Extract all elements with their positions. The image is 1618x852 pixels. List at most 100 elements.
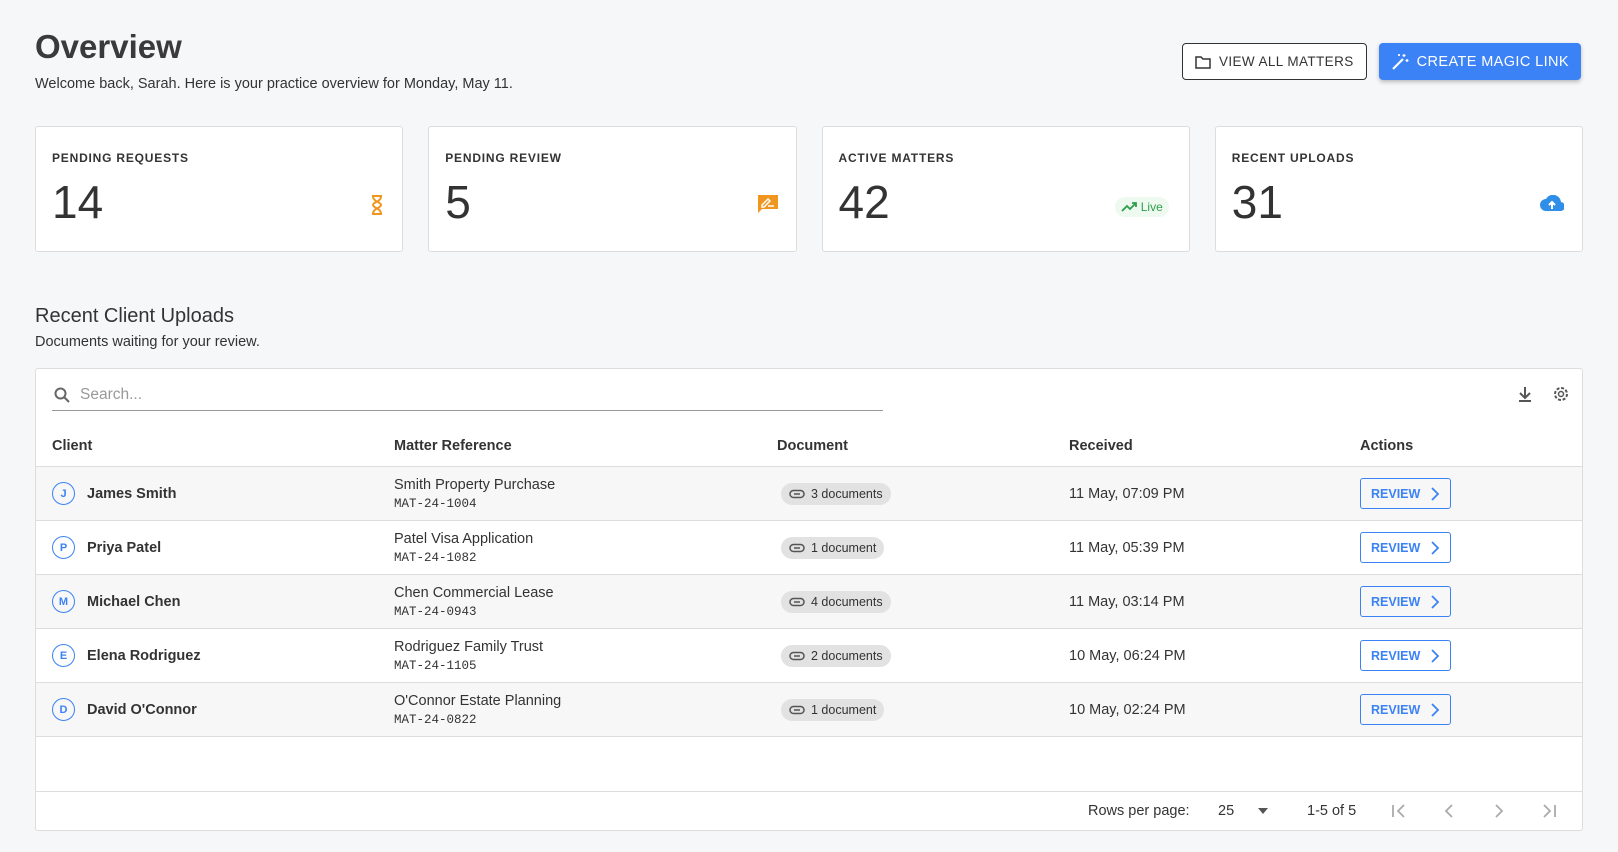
next-page[interactable]	[1491, 804, 1507, 818]
search-icon	[54, 387, 70, 403]
review-button[interactable]: REVIEW	[1360, 640, 1452, 671]
folder-icon	[1195, 55, 1211, 69]
matter-ref: MAT-24-1105	[394, 658, 477, 673]
stat-value: 31	[1231, 176, 1283, 228]
attach-icon	[789, 597, 805, 606]
last-page[interactable]	[1541, 804, 1557, 818]
document-chip: 2 documents	[781, 644, 891, 667]
column-header: Document	[777, 437, 848, 454]
client-cell: P Priya Patel	[52, 521, 161, 574]
matter-cell: O'Connor Estate Planning MAT-24-0822	[394, 683, 561, 736]
stat-card: PENDING REVIEW 5	[428, 126, 797, 252]
prev-page[interactable]	[1441, 804, 1457, 818]
client-name: Priya Patel	[87, 539, 162, 556]
table-row: P Priya Patel Patel Visa Application MAT-24…	[36, 521, 1582, 575]
stat-label: PENDING REQUESTS	[52, 151, 189, 165]
document-cell: 3 documents	[781, 467, 891, 520]
matter-name: Rodriguez Family Trust	[394, 638, 544, 655]
client-name: James Smith	[87, 485, 177, 502]
matter-cell: Smith Property Purchase MAT-24-1004	[394, 467, 555, 520]
stat-icon	[757, 195, 778, 218]
actions-cell: REVIEW	[1360, 629, 1452, 682]
client-avatar: J	[52, 482, 75, 505]
stat-card: RECENT UPLOADS 31	[1214, 126, 1583, 252]
stat-label: PENDING REVIEW	[445, 151, 562, 165]
attach-icon	[789, 489, 805, 498]
settings-icon[interactable]	[1552, 385, 1570, 403]
button-label: VIEW ALL MATTERS	[1218, 54, 1354, 69]
received-cell: 11 May, 07:09 PM	[1069, 485, 1185, 502]
matter-cell: Rodriguez Family Trust MAT-24-1105	[394, 629, 543, 682]
review-label: REVIEW	[1371, 702, 1421, 717]
page-subtitle: Welcome back, Sarah. Here is your practi…	[35, 76, 513, 92]
matter-name: O'Connor Estate Planning	[394, 692, 562, 709]
review-label: REVIEW	[1371, 486, 1421, 501]
column-header: Matter Reference	[394, 437, 512, 454]
column-header: Client	[52, 437, 93, 454]
document-cell: 4 documents	[781, 575, 891, 628]
trend-icon	[1121, 202, 1137, 212]
table-row: M Michael Chen Chen Commercial Lease MAT-24…	[36, 575, 1582, 629]
table-row: E Elena Rodriguez Rodriguez Family Trust MA…	[36, 629, 1582, 683]
search-field[interactable]: Search...	[52, 379, 883, 411]
document-cell: 1 document	[781, 683, 885, 736]
page-title: Overview	[35, 28, 182, 65]
client-name: David O'Connor	[87, 701, 197, 718]
rows-per-page-select[interactable]: 25	[1218, 792, 1269, 830]
document-count: 2 documents	[811, 648, 883, 663]
client-avatar: M	[52, 590, 75, 613]
attach-icon	[789, 651, 805, 660]
magic-link-button[interactable]: CREATE MAGIC LINK	[1378, 43, 1581, 80]
matter-name: Smith Property Purchase	[394, 476, 556, 493]
client-avatar: P	[52, 536, 75, 559]
dropdown-icon	[1258, 808, 1269, 814]
column-header: Actions	[1360, 437, 1414, 454]
rows-per-page-label: Rows per page:	[1088, 803, 1190, 819]
stat-label: RECENT UPLOADS	[1231, 151, 1355, 165]
review-button[interactable]: REVIEW	[1360, 532, 1452, 563]
document-chip: 3 documents	[781, 482, 891, 505]
review-label: REVIEW	[1371, 594, 1421, 609]
review-label: REVIEW	[1371, 540, 1421, 555]
search-placeholder: Search...	[80, 385, 143, 403]
review-button[interactable]: REVIEW	[1360, 478, 1452, 509]
chevron-icon	[1431, 486, 1440, 501]
client-cell: D David O'Connor	[52, 683, 197, 736]
table-header: Client Matter Reference Document Received Ac…	[36, 425, 1582, 467]
matter-cell: Chen Commercial Lease MAT-24-0943	[394, 575, 554, 628]
client-cell: E Elena Rodriguez	[52, 629, 201, 682]
stat-card: ACTIVE MATTERS 42 Live	[821, 126, 1190, 252]
review-button[interactable]: REVIEW	[1360, 694, 1452, 725]
document-chip: 1 document	[781, 698, 885, 721]
pagination-buttons	[1391, 792, 1557, 830]
review-button[interactable]: REVIEW	[1360, 586, 1452, 617]
badge-label: Live	[1140, 200, 1163, 214]
actions-cell: REVIEW	[1360, 521, 1452, 574]
column-header: Received	[1069, 437, 1133, 454]
table-row: D David O'Connor O'Connor Estate Planning M…	[36, 683, 1582, 737]
wand-icon	[1391, 53, 1409, 70]
stat-value: 14	[52, 176, 104, 228]
document-cell: 2 documents	[781, 629, 891, 682]
view-all-button[interactable]: VIEW ALL MATTERS	[1181, 43, 1367, 80]
uploads-table: Search... Client Matter Reference Document…	[35, 368, 1583, 831]
chevron-icon	[1431, 594, 1440, 609]
matter-ref: MAT-24-1004	[394, 496, 477, 511]
received-cell: 10 May, 02:24 PM	[1069, 701, 1186, 718]
document-count: 1 document	[811, 540, 877, 555]
document-count: 3 documents	[811, 486, 883, 501]
actions-cell: REVIEW	[1360, 467, 1452, 520]
actions-cell: REVIEW	[1360, 575, 1452, 628]
table-tools	[1516, 385, 1570, 403]
table-row: J James Smith Smith Property Purchase MAT-2…	[36, 467, 1582, 521]
received-cell: 11 May, 03:14 PM	[1069, 593, 1185, 610]
actions-cell: REVIEW	[1360, 683, 1452, 736]
matter-ref: MAT-24-0822	[394, 712, 477, 727]
client-name: Michael Chen	[87, 593, 181, 610]
button-label: CREATE MAGIC LINK	[1416, 53, 1569, 70]
download-icon[interactable]	[1516, 385, 1534, 403]
first-page[interactable]	[1391, 804, 1407, 818]
stat-icon	[370, 195, 384, 220]
stat-value: 5	[445, 176, 471, 228]
